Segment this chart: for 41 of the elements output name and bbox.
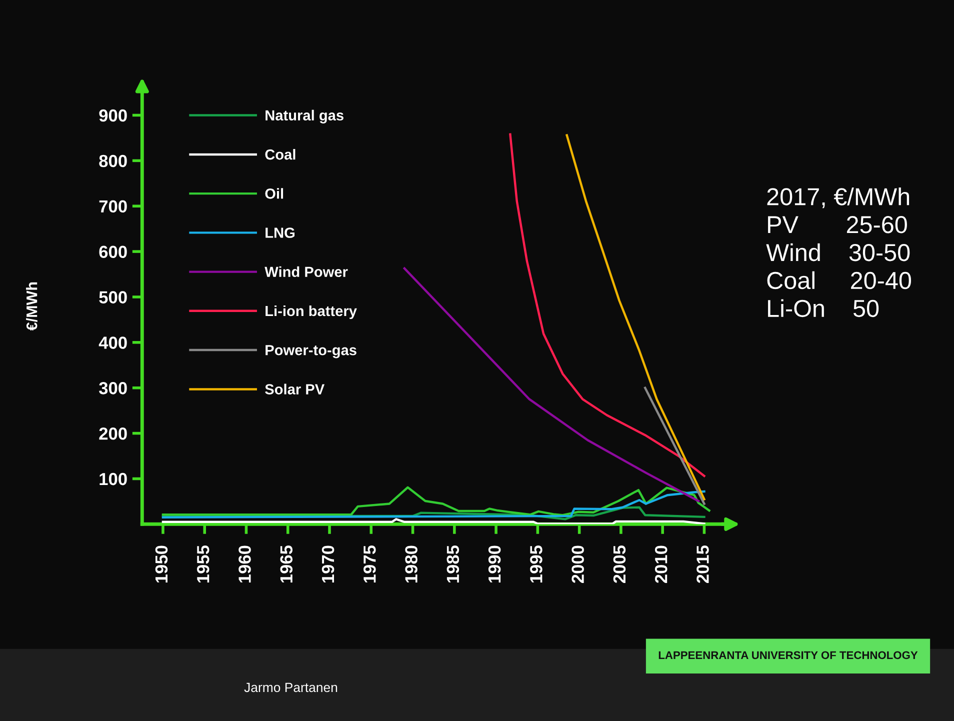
x-tick-label: 2015 [696,545,709,584]
x-tick-label: 1970 [322,546,334,583]
y-tick-label: 400 [98,336,127,349]
x-tick-label: 1950 [155,546,168,583]
legend-label: Natural gas [266,110,344,124]
x-tick-label: 1960 [238,546,251,583]
y-tick-label: 500 [99,291,127,304]
legend-label: LNG [266,228,294,238]
text: 2017, €/MWh PV 25-60 Wind 30-50 Coal 20-40 Li-On 50 [766,187,912,318]
legend-label: Oil [265,188,284,199]
y-tick-label: 900 [99,109,127,122]
y-tick-label: 700 [99,200,127,213]
line-series [162,486,710,516]
legend-label: Li-ion battery [266,305,357,320]
y-tick-label: 200 [99,427,127,440]
y-axis-title: €/MWh [26,282,38,331]
line-series [162,506,706,520]
text: Jarmo Partanen [244,682,338,692]
legend-label: Solar PV [265,384,324,394]
x-tick-label: 1990 [488,546,501,583]
x-tick-label: 1980 [405,546,418,583]
text: LAPPEENRANTA UNIVERSITY OF TECHNOLOGY [658,651,918,660]
x-tick-label: 1975 [364,545,376,583]
line-series [509,133,706,478]
line-series [566,134,706,500]
y-tick-label: 800 [99,154,127,168]
x-tick-label: 2000 [572,546,584,584]
x-tick-label: 2010 [654,546,668,584]
x-tick-label: 1955 [196,545,210,583]
line-series [162,490,706,518]
legend-label: Wind Power [264,266,348,278]
x-tick-label: 1995 [530,545,542,583]
legend-label: Coal [265,148,296,160]
y-tick-label: 600 [99,246,127,258]
y-tick-label: 300 [99,382,127,394]
x-tick-label: 2005 [613,545,626,584]
x-tick-label: 1965 [280,545,293,583]
line-series [403,267,700,502]
x-tick-label: 1985 [446,545,460,583]
y-tick-label: 100 [100,472,127,486]
legend-label: Power-to-gas [266,345,356,358]
